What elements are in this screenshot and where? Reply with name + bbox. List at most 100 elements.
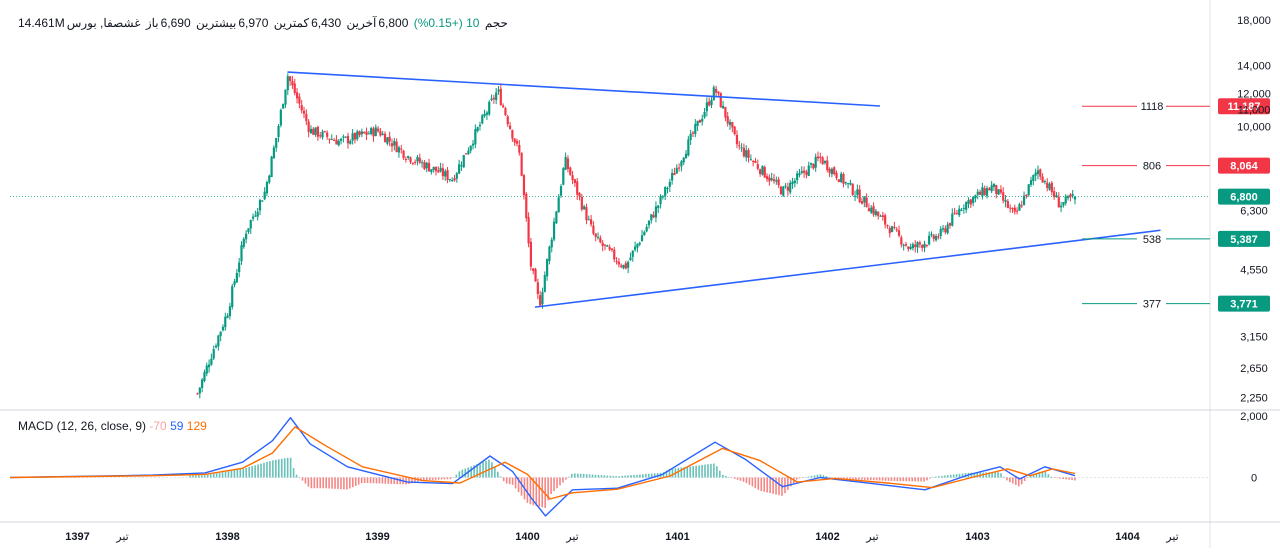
macd-histogram-bar [1050,476,1053,478]
macd-header: MACD (12, 26, close, 9) -70 59 129 [18,419,207,433]
candle-body [740,147,743,149]
candle-body [985,188,989,196]
candle-body [1062,202,1065,206]
macd-histogram-bar [502,477,505,482]
candle-body [580,196,583,210]
macd-histogram-bar [245,467,248,478]
macd-histogram-bar [405,477,407,485]
candle-body [796,173,799,181]
volume-value: 14.461M [18,16,65,30]
candle-body [765,176,769,180]
candle-body [339,138,343,141]
candle-body [833,167,836,175]
macd-histogram-bar [864,477,866,480]
macd-histogram-bar [313,477,316,489]
signal-line [9,426,1076,500]
macd-histogram-bar [1074,477,1076,481]
macd-histogram-bar [272,460,274,478]
macd-histogram-bar [319,477,322,489]
macd-pane [9,417,1076,517]
candle-body [958,208,961,216]
candle-body [668,181,671,187]
candle-body [231,286,234,307]
candle-body [376,128,380,132]
price-axis-tick: 3,150 [1240,331,1268,343]
candle-body [701,118,704,122]
macd-histogram-bar [378,477,381,484]
macd-histogram-bar [568,476,570,478]
macd-histogram-bar [461,469,464,478]
macd-histogram-bar [1056,477,1059,479]
candle-body [270,156,273,178]
level-label: 538 [1143,234,1161,246]
macd-histogram-bar [328,477,330,489]
macd-histogram-bar [991,472,993,478]
candle-body [284,89,287,105]
macd-histogram-bar [209,474,212,478]
candle-body [261,200,264,202]
macd-histogram-bar [668,469,671,478]
macd-histogram-bar [807,476,810,478]
macd-line [9,417,1076,517]
macd-histogram-bar [677,467,680,478]
candle-body [865,197,868,208]
macd-histogram-bar [754,477,757,489]
macd-histogram-bar [334,477,336,489]
candle-body [427,162,431,172]
candle-body [414,161,417,163]
macd-histogram-bar [787,477,789,490]
candle-body [228,306,232,317]
candle-body [483,113,486,117]
macd-histogram-bar [1015,477,1017,485]
candle-body [601,242,604,247]
candle-body [712,87,715,101]
candle-body [444,171,447,177]
macd-histogram-bar [372,477,375,484]
candle-body [460,165,463,167]
macd-histogram-bar [997,472,999,478]
candle-body [828,168,831,173]
candle-body [805,171,808,175]
macd-histogram-bar [257,464,259,478]
macd-histogram-bar [212,473,215,478]
macd-histogram-bar [949,474,952,478]
macd-histogram-bar [1020,477,1023,485]
candle-body [684,153,688,159]
candle-body [291,80,294,86]
macd-histogram-bar [881,477,884,481]
macd-histogram-bar [203,475,206,478]
macd-histogram-bar [713,463,715,478]
macd-histogram-bar [923,477,925,482]
macd-histogram-bar [529,477,532,505]
macd-histogram-bar [1012,477,1014,484]
macd-histogram-bar [884,477,887,481]
candle-body [578,193,581,197]
level-label: 377 [1143,299,1161,311]
candle-body [633,246,637,250]
macd-histogram-bar [1017,477,1020,487]
candle-body [1041,176,1044,183]
macd-histogram-bar [1053,477,1056,479]
candle-body [916,242,919,248]
candle-body [488,101,491,115]
macd-label[interactable]: MACD (12, 26, close, 9) [18,419,147,433]
macd-histogram-bar [943,475,946,478]
time-axis-tick: 1403 [965,531,989,543]
candle-body [1073,196,1077,200]
axes-layer: 18,000 14,000 12,000 11,000 10,000 6,300 4,550… [65,15,1271,543]
macd-histogram-bar [849,477,851,480]
macd-histogram-bar [1044,471,1047,478]
symbol[interactable]: غشصفا, بورس [66,16,141,30]
candle-body [499,88,502,106]
candle-body [791,181,794,184]
candle-body [1004,200,1007,202]
macd-histogram-bar [337,477,339,489]
candle-body [661,196,664,198]
close-label: آخرین [346,16,377,30]
macd-histogram-bar [804,477,807,478]
open-label: باز [145,16,159,30]
candle-body [893,226,896,228]
candle-body [390,143,394,147]
candle-body [504,108,507,116]
